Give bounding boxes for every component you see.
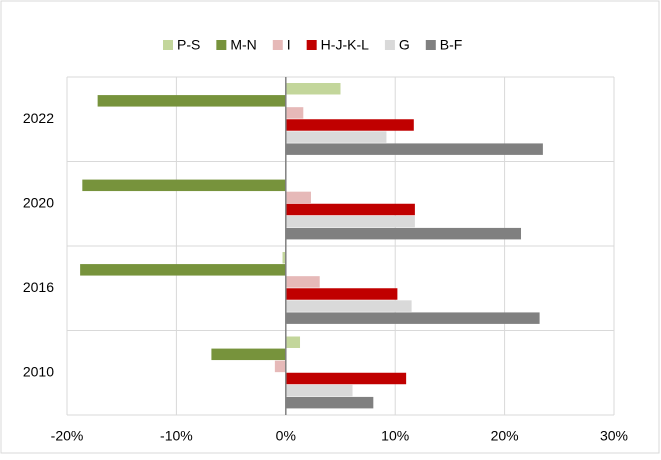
bar (285, 288, 398, 300)
legend-swatch (163, 40, 173, 50)
legend-label: I (287, 37, 291, 53)
bar (285, 83, 341, 95)
legend-swatch (425, 40, 436, 50)
y-tick-label: 2016 (23, 279, 54, 295)
bar (285, 227, 522, 240)
bar (285, 336, 301, 348)
legend-label: P-S (177, 37, 200, 53)
bar (285, 384, 353, 397)
bar (285, 300, 412, 312)
bar (285, 191, 311, 204)
legend-swatch (272, 40, 283, 50)
bar (285, 143, 543, 155)
bar (285, 276, 320, 288)
x-tick-label: -10% (160, 428, 193, 444)
bar (82, 179, 286, 192)
bar (285, 312, 540, 324)
bar (274, 360, 286, 373)
legend-label: H-J-K-L (321, 37, 369, 53)
bar (285, 107, 304, 119)
legend-label: G (399, 37, 410, 53)
legend-swatch (384, 40, 395, 50)
y-tick-label: 2010 (23, 363, 54, 379)
legend-label: M-N (230, 37, 256, 53)
bar (285, 215, 415, 228)
x-tick-label: 0% (276, 428, 296, 444)
x-tick-label: 10% (381, 428, 409, 444)
x-tick-label: 30% (600, 428, 628, 444)
y-tick-label: 2022 (23, 110, 54, 126)
bar (97, 95, 286, 107)
bar (282, 252, 286, 264)
bar (285, 131, 387, 143)
bar (285, 372, 407, 385)
bar (285, 203, 415, 216)
legend-label: B-F (440, 37, 463, 53)
y-tick-label: 2020 (23, 194, 54, 210)
legend-swatch (306, 40, 317, 50)
bar (285, 119, 414, 131)
legend-swatch (216, 40, 227, 50)
bar (285, 396, 374, 409)
bar (80, 264, 286, 276)
x-tick-label: -20% (51, 428, 84, 444)
x-tick-label: 20% (491, 428, 519, 444)
bar (211, 348, 286, 361)
